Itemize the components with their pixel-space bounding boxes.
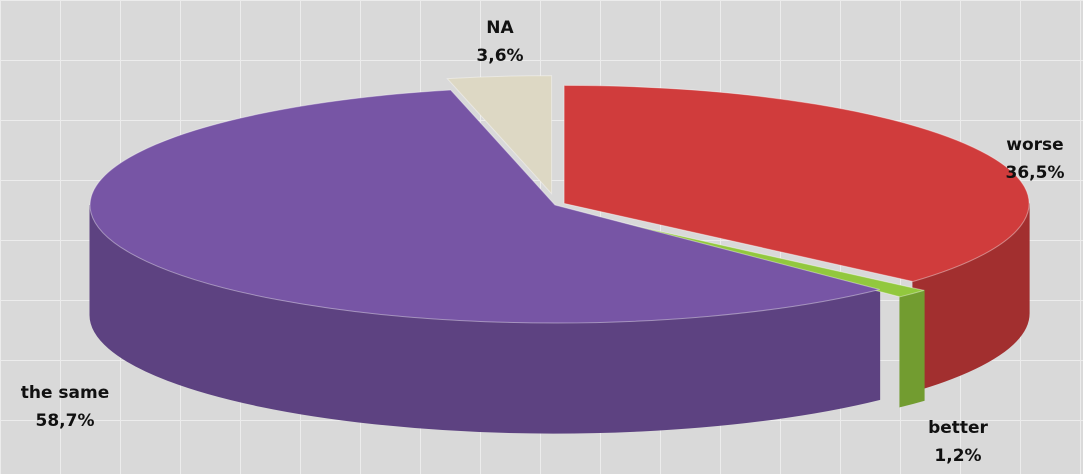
slice-value-label: 58,7% — [36, 411, 95, 431]
slice-value-label: 3,6% — [476, 46, 523, 66]
slice-label: better — [928, 418, 988, 438]
slice-value-label: 36,5% — [1006, 163, 1065, 183]
slice-value-label: 1,2% — [934, 446, 981, 466]
chart: worse 36,5% better 1,2% the same 58,7% NA 3,6% — [0, 0, 1083, 474]
slice-side — [900, 290, 924, 406]
slice-label: the same — [21, 383, 110, 403]
slice-label: NA — [486, 18, 514, 38]
slice-label: worse — [1006, 135, 1063, 155]
